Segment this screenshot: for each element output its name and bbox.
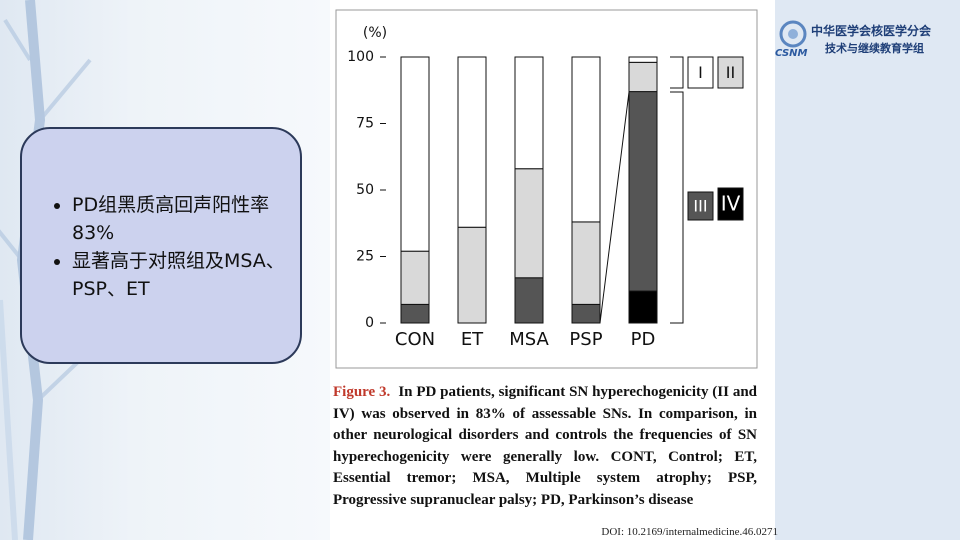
background-right: [775, 0, 960, 540]
legend-label: IV: [721, 192, 741, 216]
text-box: PD组黑质高回声阳性率83% 显著高于对照组及MSA、PSP、ET: [20, 127, 302, 364]
y-tick-label: 75: [356, 116, 374, 132]
logo: 中华医学会核医学分会 技术与继续教育学组 CSNM: [775, 18, 960, 62]
bar-segment: [514, 56, 544, 170]
y-tick-label: 0: [365, 315, 374, 331]
y-tick-label: 50: [356, 182, 374, 198]
bullet: PD组黑质高回声阳性率83%: [72, 191, 286, 247]
logo-abbr: CSNM: [775, 48, 808, 59]
bar-segment: [628, 290, 658, 324]
bar-segment: [400, 250, 430, 305]
bar-segment: [514, 168, 544, 279]
bracket: [670, 91, 684, 324]
x-tick-label: PD: [631, 329, 656, 350]
logo-icon: [779, 20, 807, 48]
x-tick-label: PSP: [569, 329, 602, 350]
figure-caption: Figure 3. In PD patients, significant SN …: [333, 382, 757, 511]
x-tick-label: ET: [461, 329, 484, 350]
doi: DOI: 10.2169/internalmedicine.46.0271: [601, 526, 778, 538]
legend-label: II: [726, 63, 735, 82]
bar-segment: [628, 56, 658, 63]
logo-text: 中华医学会核医学分会: [811, 24, 932, 38]
bullet: 显著高于对照组及MSA、PSP、ET: [72, 247, 286, 303]
legend-swatch: [717, 187, 744, 221]
legend-swatch: [687, 191, 714, 221]
bullet-list: PD组黑质高回声阳性率83% 显著高于对照组及MSA、PSP、ET: [40, 191, 286, 303]
caption-text: In PD patients, significant SN hyperecho…: [333, 384, 758, 508]
bracket: [670, 56, 684, 89]
bar-segment: [514, 277, 544, 324]
bar-segment: [457, 56, 487, 228]
bar-segment: [400, 56, 430, 252]
y-tick-label: 25: [356, 249, 374, 265]
bar-segment: [628, 61, 658, 93]
bar-segment: [400, 303, 430, 324]
legend-swatch: [687, 56, 714, 89]
bar-segment: [571, 56, 601, 223]
legend-label: I: [698, 63, 703, 82]
legend-label: III: [693, 197, 707, 216]
connector-line: [599, 91, 630, 324]
bar-segment: [628, 91, 658, 292]
caption-label: Figure 3.: [333, 384, 391, 400]
bar-segment: [571, 303, 601, 324]
y-axis-label: (%): [363, 25, 387, 41]
x-tick-label: MSA: [509, 329, 549, 350]
x-tick-label: CON: [395, 329, 435, 350]
legend-swatch: [717, 56, 744, 89]
bar-segment: [457, 226, 487, 324]
logo-text: 技术与继续教育学组: [825, 42, 924, 55]
y-tick-label: 100: [347, 49, 374, 65]
bar-segment: [571, 221, 601, 305]
